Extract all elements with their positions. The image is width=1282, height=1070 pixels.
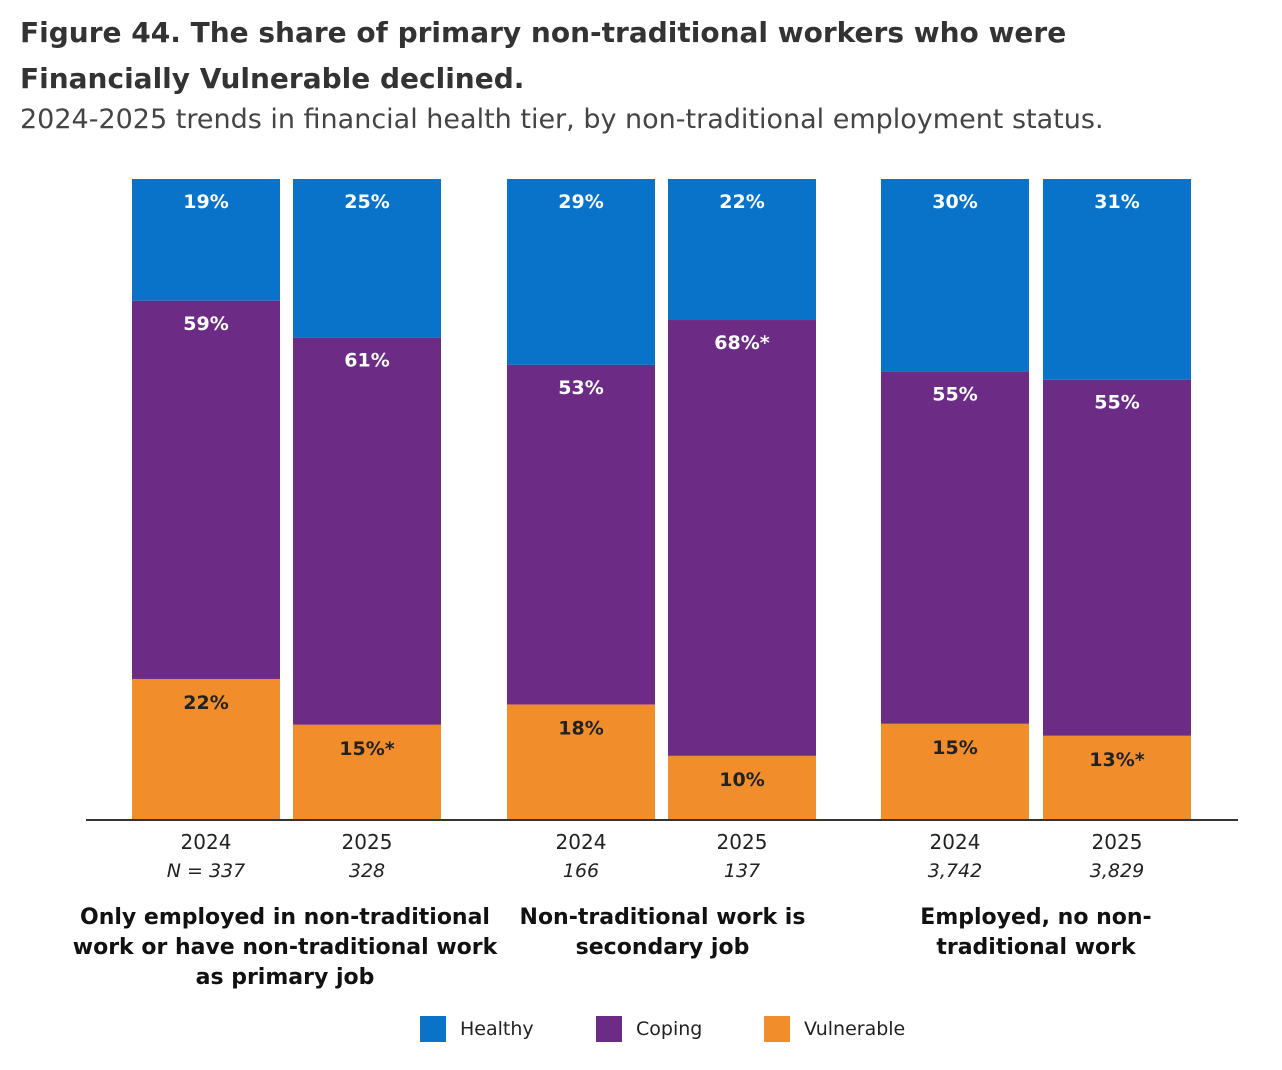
chart-title: Figure 44. The share of primary non-trad… — [20, 16, 1067, 95]
bar-healthy-g2-2025 — [668, 179, 816, 321]
bar-coping-g1-2024 — [132, 300, 280, 679]
legend-label-coping: Coping — [636, 1018, 703, 1040]
year-label-g1-2024: 2024 — [181, 830, 232, 854]
n-label-g3-2024: 3,742 — [928, 860, 982, 882]
bar-healthy-g3-2024 — [881, 179, 1029, 372]
label-coping-g2-2025: 68%* — [714, 332, 769, 354]
bar-vulnerable-g1-2025 — [293, 724, 441, 820]
n-label-g2-2024: 166 — [563, 860, 599, 882]
year-label-g3-2025: 2025 — [1092, 830, 1143, 854]
bar-vulnerable-g3-2024 — [881, 723, 1029, 820]
bar-coping-g3-2024 — [881, 371, 1029, 724]
label-coping-g3-2025: 55% — [1094, 392, 1139, 414]
label-healthy-g1-2025: 25% — [344, 191, 389, 213]
legend-label-vulnerable: Vulnerable — [804, 1018, 906, 1040]
legend-swatch-coping — [596, 1016, 622, 1042]
group-label-primary: Only employed in non-traditional work or… — [72, 905, 498, 990]
label-healthy-g1-2024: 19% — [183, 191, 228, 213]
label-healthy-g3-2025: 31% — [1094, 191, 1139, 213]
legend-item-vulnerable: Vulnerable — [764, 1013, 905, 1045]
bar-vulnerable-g3-2025 — [1043, 735, 1191, 820]
bar-coping-g2-2025 — [668, 320, 816, 756]
label-coping-g2-2024: 53% — [558, 377, 603, 399]
bar-coping-g2-2024 — [507, 364, 655, 705]
label-vulnerable-g3-2024: 15% — [932, 737, 977, 759]
legend-swatch-vulnerable — [764, 1016, 790, 1042]
label-vulnerable-g1-2024: 22% — [183, 692, 228, 714]
bar-vulnerable-g2-2024 — [507, 704, 655, 820]
n-label-g1-2024: N = 337 — [167, 860, 245, 882]
label-coping-g1-2024: 59% — [183, 313, 228, 335]
label-vulnerable-g3-2025: 13%* — [1089, 749, 1144, 771]
bar-healthy-g1-2024 — [132, 179, 280, 301]
group-label-secondary: Non-traditional work is secondary job — [519, 905, 806, 960]
label-vulnerable-g2-2025: 10% — [719, 769, 764, 791]
bar-vulnerable-g2-2025 — [668, 755, 816, 820]
chart-legend: Healthy Coping Vulnerable — [0, 1013, 1282, 1045]
bar-coping-g3-2025 — [1043, 379, 1191, 736]
bar-healthy-g1-2025 — [293, 179, 441, 338]
label-healthy-g2-2024: 29% — [558, 191, 603, 213]
label-healthy-g2-2025: 22% — [719, 191, 764, 213]
bar-healthy-g2-2024 — [507, 179, 655, 365]
label-healthy-g3-2024: 30% — [932, 191, 977, 213]
bar-coping-g1-2025 — [293, 337, 441, 725]
n-label-g3-2025: 3,829 — [1090, 860, 1144, 882]
year-label-g2-2025: 2025 — [717, 830, 768, 854]
year-label-g3-2024: 2024 — [930, 830, 981, 854]
legend-swatch-healthy — [420, 1016, 446, 1042]
year-label-g2-2024: 2024 — [556, 830, 607, 854]
stacked-bar-chart: 19% 59% 22% 2024 N = 337 25% 61% 15%* 2025 328 29%… — [86, 179, 1238, 882]
label-vulnerable-g1-2025: 15%* — [339, 738, 394, 760]
label-coping-g1-2025: 61% — [344, 350, 389, 372]
legend-item-coping: Coping — [596, 1013, 702, 1045]
bar-healthy-g3-2025 — [1043, 179, 1191, 380]
n-label-g1-2025: 328 — [349, 860, 385, 882]
chart-subtitle: 2024-2025 trends in financial health tie… — [20, 104, 1104, 135]
n-label-g2-2025: 137 — [724, 860, 760, 882]
bar-vulnerable-g1-2024 — [132, 678, 280, 820]
year-label-g1-2025: 2025 — [342, 830, 393, 854]
group-label-no-nontraditional: Employed, no non-traditional work — [920, 905, 1152, 960]
label-coping-g3-2024: 55% — [932, 383, 977, 405]
legend-label-healthy: Healthy — [460, 1018, 534, 1040]
label-vulnerable-g2-2024: 18% — [558, 718, 603, 740]
legend-item-healthy: Healthy — [420, 1013, 534, 1045]
